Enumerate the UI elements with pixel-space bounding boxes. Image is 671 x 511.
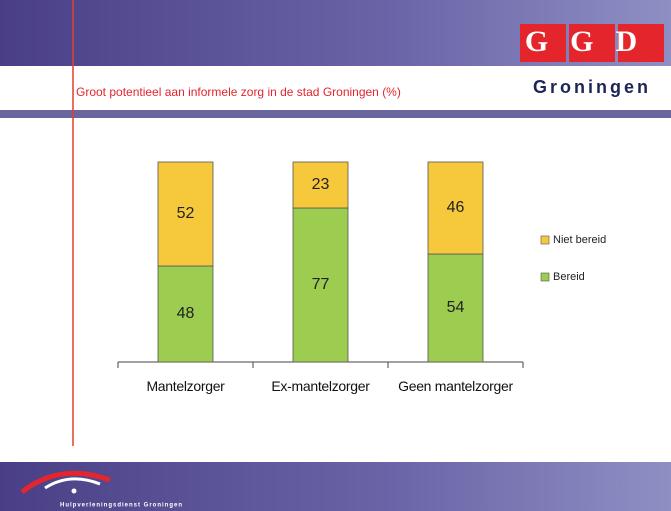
data-label: 54: [447, 299, 465, 316]
bottom-band: [0, 462, 671, 511]
legend-label: Bereid: [553, 271, 585, 283]
bar-segment: [292, 161, 349, 209]
bar-segment: [427, 253, 484, 363]
legend-swatch: [540, 272, 550, 282]
legend-swatch: [540, 235, 550, 245]
data-label: 52: [177, 205, 195, 222]
x-tick-label: Mantelzorger: [146, 378, 225, 394]
footer-logo-dot: [71, 488, 77, 494]
x-tick-label: Ex-mantelzorger: [271, 378, 370, 394]
page-number: 17: [618, 478, 628, 488]
x-tick-label: Geen mantelzorger: [398, 378, 513, 394]
data-label: 48: [177, 305, 195, 322]
data-label: 46: [447, 199, 465, 216]
bar-segment: [427, 161, 484, 255]
logo-box: [569, 24, 615, 62]
logo-box: [618, 24, 664, 62]
logo: GGD: [525, 25, 659, 58]
footer-logo-arc: [20, 470, 111, 494]
footer-organization: Hulpverleningsdienst Groningen: [60, 503, 183, 509]
bar-segment: [292, 207, 349, 363]
logo-subtitle: Groningen: [533, 77, 651, 97]
logo-box: [520, 24, 566, 62]
data-label: 23: [312, 176, 330, 193]
title-underline-band: [0, 110, 671, 118]
data-label: 77: [312, 276, 330, 293]
legend-label: Niet bereid: [553, 234, 606, 246]
bar-segment: [157, 265, 214, 363]
footer-logo-arc: [44, 477, 101, 490]
bar-segment: [157, 161, 214, 267]
slide-title: Groot potentieel aan informele zorg in d…: [76, 85, 401, 99]
